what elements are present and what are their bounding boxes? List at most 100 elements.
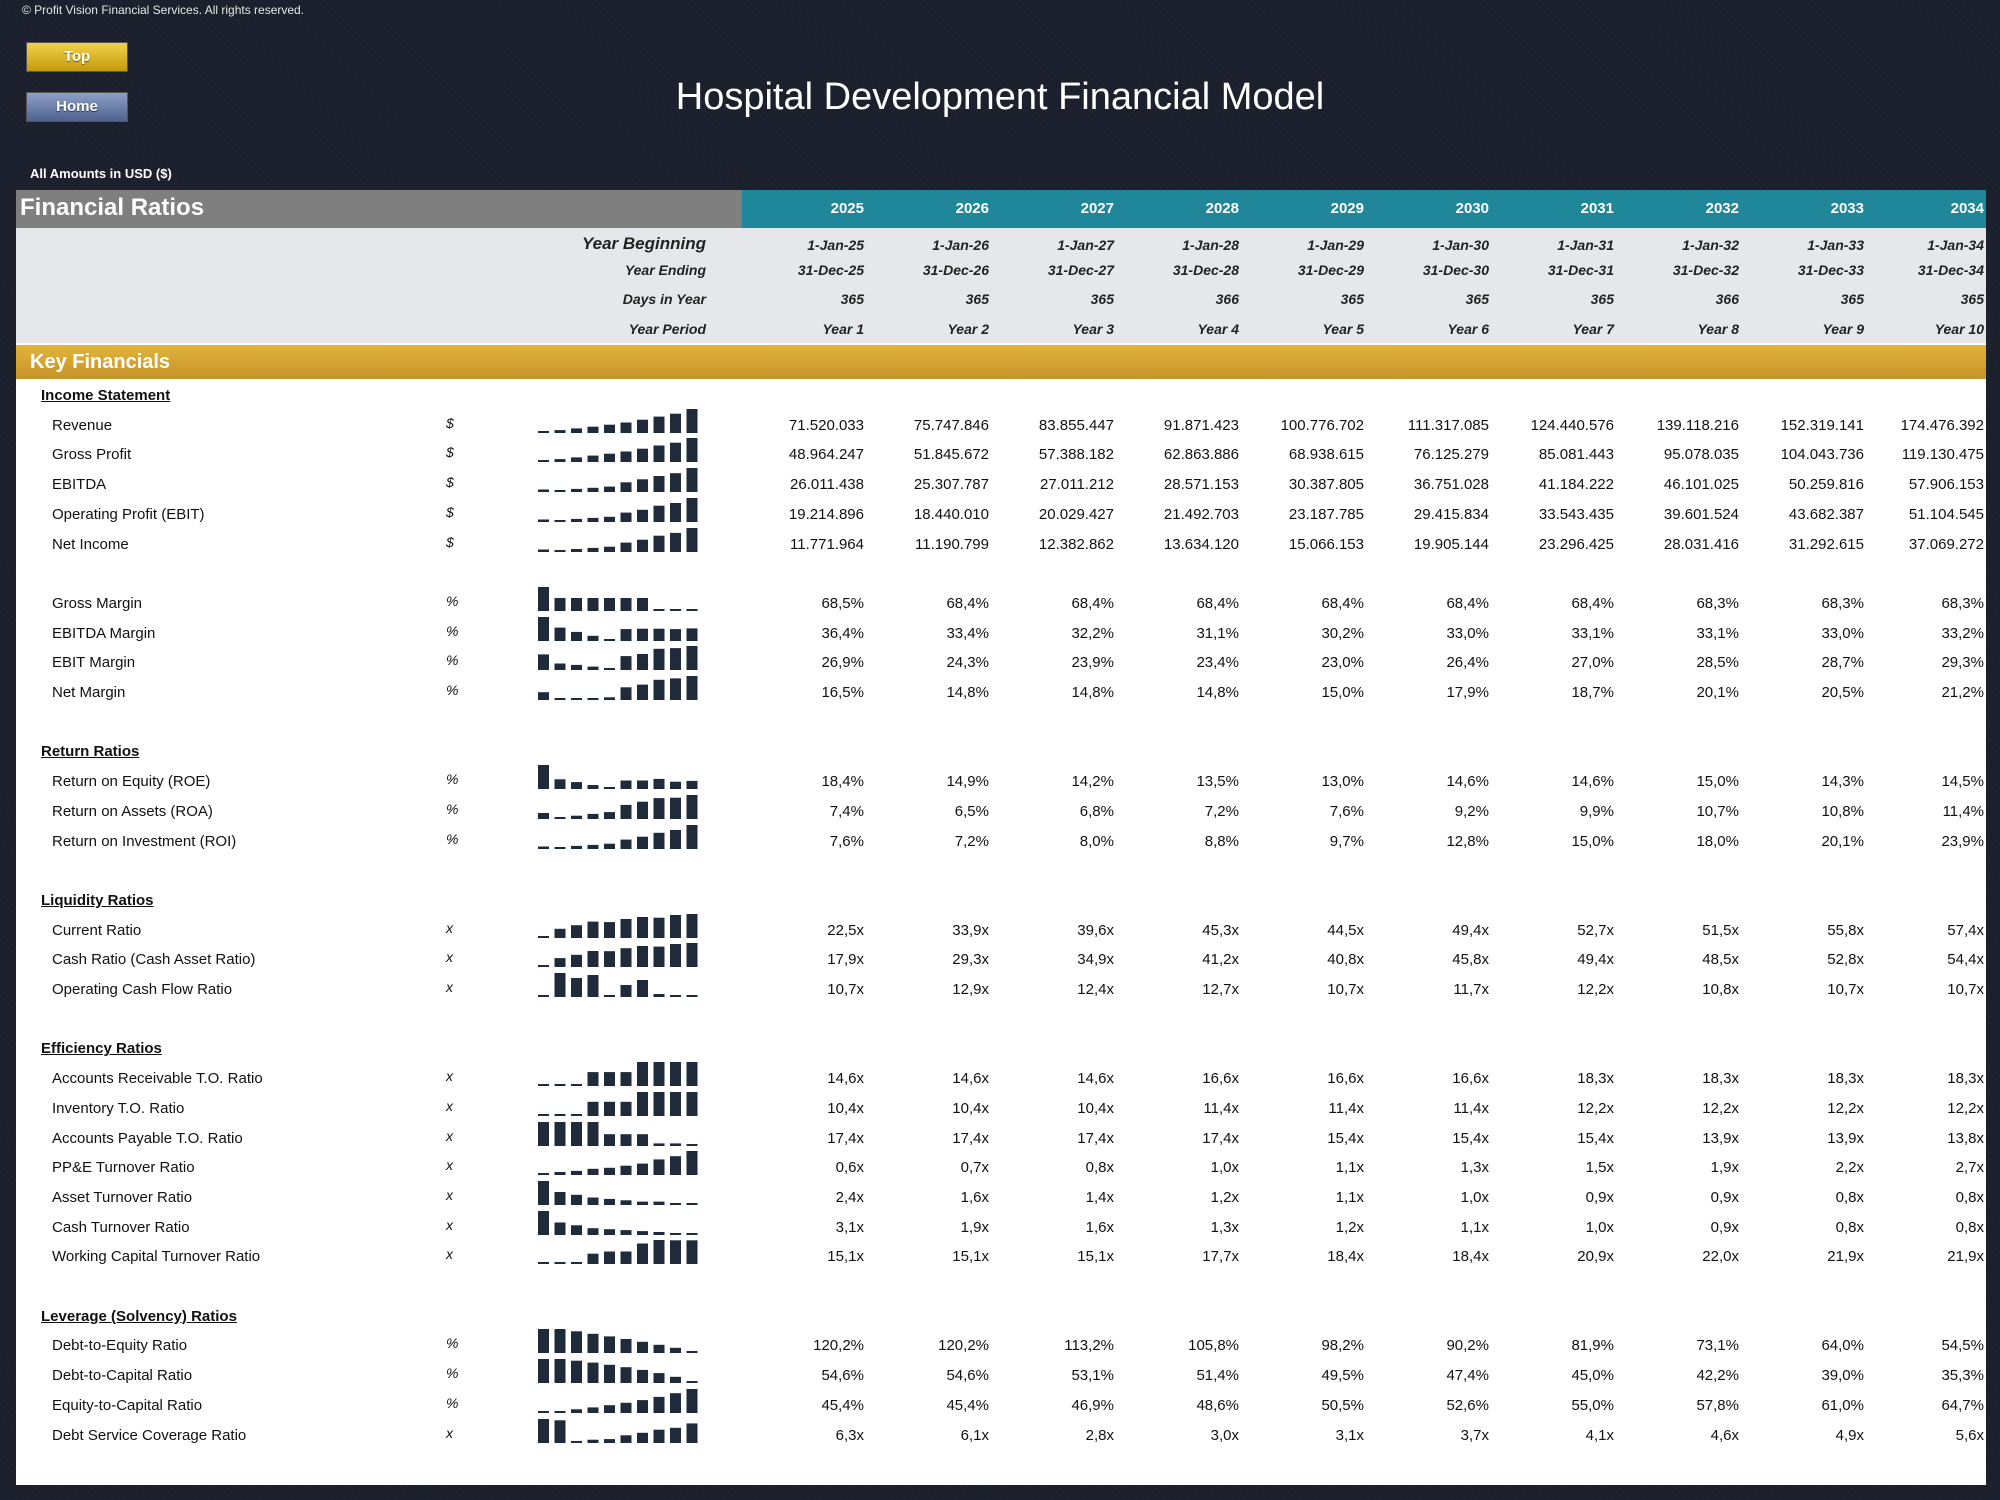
sparkline-bar [670, 678, 681, 700]
sparkline-bar [637, 449, 648, 463]
ratio-value: 71.520.033 [788, 416, 864, 434]
ratio-value: 17,9% [1446, 684, 1489, 701]
sparkline-bar [637, 1432, 648, 1443]
ratio-value: 1,1x [1460, 1218, 1489, 1236]
meta-value: 365 [1090, 291, 1114, 307]
ratio-value: 18,3x [1827, 1070, 1864, 1088]
sparkline-bar [587, 1253, 599, 1265]
sparkline-bar [637, 780, 648, 790]
ratio-value: 49,5% [1321, 1367, 1364, 1385]
ratio-value: 52,7x [1577, 921, 1614, 939]
sparkline-bar [571, 815, 582, 819]
meta-value: 366 [1215, 291, 1239, 307]
sparkline-bar [686, 1091, 698, 1116]
home-button[interactable]: Home [26, 92, 128, 122]
ratio-label: Equity-to-Capital Ratio [52, 1396, 203, 1414]
sparkline-bar [637, 1369, 648, 1384]
ratio-unit: % [446, 682, 459, 698]
ratio-row: Debt-to-Equity Ratio% 120,2% 120,2% 113,2% 1… [16, 1329, 1986, 1357]
ratio-value: 6,8% [1079, 802, 1114, 820]
ratio-unit: x [446, 979, 453, 995]
sparkline-bar [604, 1251, 615, 1265]
ratio-label: Operating Profit (EBIT) [52, 505, 205, 523]
ratio-value: 14,6% [1446, 773, 1489, 791]
ratio-value: 3,0x [1210, 1426, 1239, 1444]
sparkline-bar [653, 608, 665, 611]
sparkline-bar [571, 1440, 582, 1443]
sparkline-bar [637, 836, 648, 849]
ratio-value: 23,9% [1071, 654, 1114, 672]
sparkline-bar [637, 980, 648, 997]
sparkline-bar [670, 413, 681, 433]
meta-value: 31-Dec-30 [1422, 262, 1489, 278]
ratio-value: 111.317.085 [1407, 416, 1489, 434]
ratio-value: 17,9x [827, 951, 864, 969]
ratio-value: 10,7x [1827, 981, 1864, 998]
ratio-value: 7,2% [954, 832, 989, 850]
ratio-value: 12.382.862 [1038, 535, 1114, 553]
sparkline-bar [653, 1345, 665, 1354]
sparkline-bar [620, 1229, 632, 1235]
sparkline-bar [538, 1262, 549, 1265]
sparkline-bar [554, 973, 566, 997]
period-meta: Year Beginning 1-Jan-25 1-Jan-26 1-Jan-27 1-… [16, 228, 1986, 343]
year-column-header: 2028 [1205, 200, 1239, 217]
ratio-unit: % [446, 830, 459, 847]
sparkline-bar [604, 638, 615, 641]
ratio-value: 40,8x [1327, 951, 1364, 969]
sparkline-bar [686, 627, 698, 641]
sparkline-bar [670, 781, 681, 790]
sparkline-bar [686, 408, 698, 433]
ratio-value: 23,9% [1941, 832, 1984, 850]
sheet-title: Financial Ratios [20, 194, 205, 221]
sparkline-bar [637, 1091, 648, 1116]
ratio-value: 33,0% [1821, 624, 1864, 642]
ratio-value: 1,6x [960, 1188, 989, 1206]
meta-value: Year 6 [1447, 321, 1489, 337]
sparkline-bar [554, 1191, 566, 1205]
ratio-value: 13,8x [1947, 1129, 1984, 1147]
meta-value: 31-Dec-32 [1672, 262, 1739, 278]
ratio-value: 18,7% [1571, 684, 1614, 701]
meta-label: Year Period [628, 321, 706, 337]
sparkline-bar [653, 1201, 665, 1205]
sparkline-bar [653, 1159, 665, 1176]
sparkline-bar [620, 422, 632, 433]
sparkline-bar [620, 839, 632, 849]
ratio-value: 8,0% [1079, 832, 1114, 850]
sparkline-bar [554, 519, 566, 522]
ratio-value: 11,4x [1203, 1099, 1239, 1117]
sparkline-bar [653, 946, 665, 968]
ratio-value: 44,5x [1327, 921, 1364, 939]
top-button[interactable]: Top [26, 42, 128, 72]
ratio-value: 120,2% [938, 1337, 989, 1355]
ratio-value: 54,6% [946, 1367, 989, 1385]
ratio-unit: % [446, 1394, 459, 1411]
ratio-label: Operating Cash Flow Ratio [52, 981, 233, 998]
sparkline-chart [538, 824, 698, 849]
sparkline-bar [554, 846, 566, 849]
ratio-value: 0,9x [1710, 1218, 1739, 1236]
meta-value: 1-Jan-31 [1557, 237, 1614, 253]
sparkline-bar [554, 663, 566, 671]
sparkline-bar [554, 1410, 566, 1413]
ratio-value: 27,0% [1571, 654, 1614, 672]
page-title: Hospital Development Financial Model [675, 76, 1325, 118]
ratio-value: 20,9x [1577, 1248, 1614, 1266]
sparkline-bar [604, 454, 615, 463]
sparkline-bar [571, 1171, 582, 1176]
ratio-value: 61,0% [1821, 1396, 1864, 1414]
ratio-value: 55,8x [1827, 921, 1864, 939]
ratio-value: 152.319.141 [1780, 416, 1864, 434]
sparkline-bar [637, 1243, 648, 1265]
sparkline-bar [670, 648, 681, 671]
meta-value: Year 1 [822, 321, 864, 337]
ratio-label: Asset Turnover Ratio [52, 1188, 193, 1206]
ratio-unit: $ [446, 414, 454, 431]
ratio-value: 174.476.392 [1900, 416, 1984, 434]
sparkline-bar [587, 1227, 599, 1235]
sparkline-bar [620, 1072, 632, 1087]
ratio-value: 76.125.279 [1413, 446, 1489, 464]
sparkline-bar [538, 765, 549, 790]
sparkline-chart [538, 616, 698, 641]
